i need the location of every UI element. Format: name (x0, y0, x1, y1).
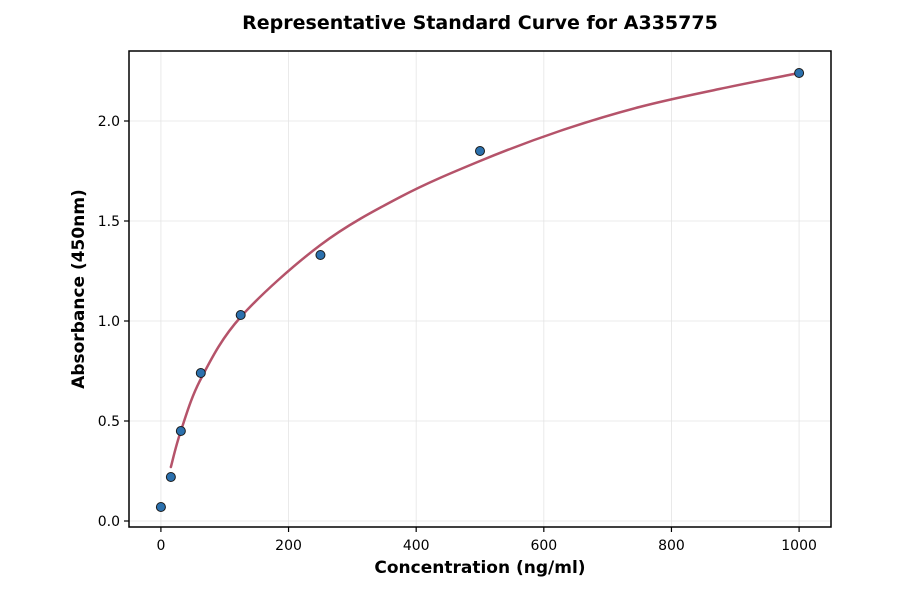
plot-area-frame (128, 50, 832, 528)
data-point (475, 146, 485, 156)
data-point (155, 502, 166, 512)
y-tick-label: 0.0 (98, 514, 120, 530)
data-point (315, 250, 326, 260)
data-point (195, 368, 206, 378)
y-axis-label: Absorbance (450nm) (69, 189, 89, 389)
data-point (794, 68, 805, 78)
y-tick-label: 2.0 (98, 114, 120, 130)
x-axis-label: Concentration (ng/ml) (374, 558, 585, 578)
data-points-layer (155, 68, 805, 512)
y-tick-label: 1.5 (98, 214, 120, 230)
x-tick-label: 0 (156, 538, 165, 554)
x-tick-label: 200 (275, 538, 302, 554)
grid (129, 51, 831, 527)
fit-curve-layer (169, 71, 801, 469)
y-tick-label: 0.5 (98, 414, 120, 430)
x-tick-label: 400 (403, 538, 430, 554)
x-tick-label: 800 (658, 538, 685, 554)
chart-title: Representative Standard Curve for A33577… (242, 12, 718, 34)
axis-ticks: 0 200 400 600 800 1000 0.0 0.5 1.0 1.5 2.0 (98, 114, 817, 554)
x-tick-label: 600 (530, 538, 557, 554)
x-tick-label: 1000 (781, 538, 817, 554)
y-tick-label: 1.0 (98, 314, 120, 330)
data-point (165, 472, 176, 482)
data-point (175, 426, 186, 436)
fit-curve-line (169, 71, 801, 469)
data-point (235, 310, 246, 320)
